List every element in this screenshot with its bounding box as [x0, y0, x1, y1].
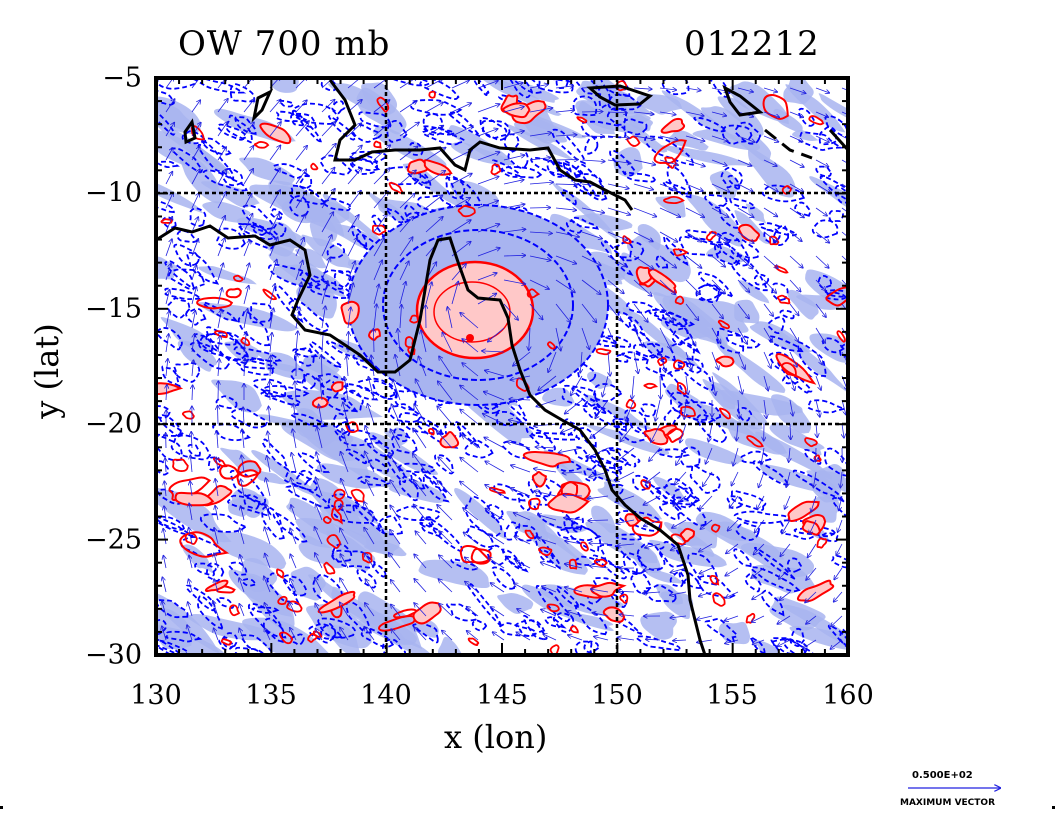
- y-tick-label: −20: [85, 408, 142, 440]
- corner-mark: [1052, 806, 1055, 809]
- x-tick-label: 145: [476, 680, 528, 711]
- y-tick-label: −25: [85, 524, 142, 556]
- title-left: OW 700 mb: [178, 24, 391, 64]
- coastline: [156, 79, 848, 655]
- plot-area: [156, 78, 848, 655]
- wind-vectors: [162, 78, 848, 649]
- x-tick-label: 160: [822, 680, 874, 711]
- x-axis-label: x (lon): [444, 718, 548, 756]
- x-tick-label: 155: [706, 680, 758, 711]
- x-tick-label: 150: [591, 680, 643, 711]
- vector-key-label: MAXIMUM VECTOR: [900, 798, 996, 808]
- y-axis-label: y (lat): [28, 323, 66, 419]
- x-tick-label: 140: [360, 680, 412, 711]
- vector-key-value: 0.500E+02: [912, 770, 973, 781]
- y-tick-label: −30: [85, 639, 142, 671]
- grid-lines: [156, 78, 848, 655]
- y-tick-label: −10: [85, 177, 142, 209]
- title-right: 012212: [684, 24, 820, 64]
- x-tick-label: 135: [245, 680, 297, 711]
- y-tick-label: −5: [102, 62, 142, 94]
- corner-mark: [0, 806, 3, 809]
- x-tick-label: 130: [130, 680, 182, 711]
- axis-ticks: [155, 77, 849, 656]
- y-tick-label: −15: [85, 293, 142, 325]
